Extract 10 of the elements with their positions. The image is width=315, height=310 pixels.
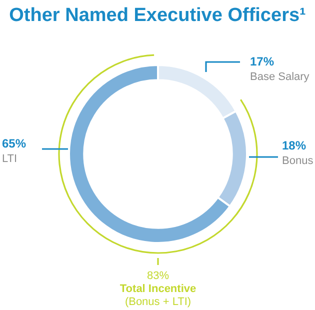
text: (Bonus + LTI)	[124, 296, 192, 308]
slice-label: Base Salary	[250, 71, 310, 84]
text: 83%	[146, 270, 170, 282]
data-label: 18%	[282, 138, 306, 152]
data-label: 17%	[250, 54, 274, 68]
data-label: 65%	[2, 136, 26, 150]
slice-label: LTI	[2, 153, 18, 166]
chart-title: Other Named Executive Officers¹	[8, 4, 307, 28]
text: Total Incentive	[120, 283, 196, 296]
slice-label: Bonus	[282, 155, 314, 168]
